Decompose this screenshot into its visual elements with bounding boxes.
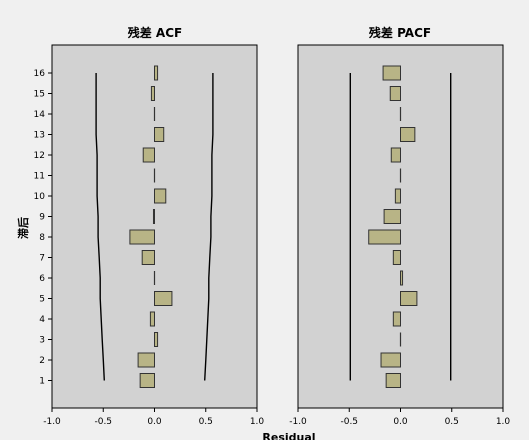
y-tick-label: 15 [34, 90, 45, 100]
bar [150, 86, 156, 101]
bar [390, 147, 401, 163]
bar [142, 147, 156, 163]
x-tick-label: 1.0 [496, 417, 511, 427]
x-tick-label: 0.0 [393, 417, 408, 427]
bar [392, 311, 402, 327]
x-tick-label: -0.5 [340, 417, 358, 427]
y-tick-label: 2 [39, 356, 45, 366]
upper-confidence-line [204, 73, 214, 381]
bar [385, 373, 401, 388]
x-tick-label: 0.5 [199, 417, 213, 427]
bar [154, 291, 173, 306]
x-axis-title: Residual [262, 431, 315, 440]
bar [154, 65, 159, 81]
bar [394, 188, 401, 204]
bar [400, 270, 404, 286]
bar [400, 291, 418, 306]
acf-panel-title: 残差 ACF [128, 25, 182, 40]
bar [368, 229, 402, 245]
plot-area [51, 44, 258, 409]
x-tick-label: 1.0 [250, 417, 265, 427]
bar [152, 209, 156, 224]
y-tick-label: 12 [34, 151, 45, 161]
y-tick-label: 9 [39, 213, 45, 223]
bar [400, 127, 416, 142]
y-tick-label: 5 [39, 295, 45, 305]
bar [383, 209, 402, 224]
pacf-panel-title: 残差 PACF [369, 25, 431, 40]
bar [392, 250, 402, 265]
y-tick-label: 13 [34, 131, 45, 141]
bar [154, 332, 159, 347]
y-tick-label: 10 [34, 192, 46, 202]
y-tick-label: 4 [39, 315, 45, 325]
bar [141, 250, 155, 265]
bar [139, 373, 155, 388]
y-tick-label: 3 [39, 336, 45, 346]
x-tick-label: -1.0 [289, 417, 307, 427]
y-tick-label: 8 [39, 233, 45, 243]
bar [154, 127, 165, 142]
y-tick-label: 6 [39, 274, 45, 284]
bar [382, 65, 402, 81]
lower-confidence-line [95, 73, 105, 381]
y-tick-label: 11 [34, 172, 45, 182]
bar [380, 352, 401, 368]
y-tick-label: 1 [39, 377, 45, 387]
plot-area [297, 44, 504, 409]
y-axis-title: 滞后 [16, 217, 30, 239]
x-tick-label: -0.5 [94, 417, 112, 427]
bar [154, 188, 167, 204]
pacf-panel: 残差 PACF -1.0 -0.5 0.0 0.5 1.0 [289, 25, 510, 427]
bar [149, 311, 155, 327]
x-tick-label: -1.0 [43, 417, 61, 427]
y-tick-label: 7 [39, 254, 45, 264]
y-tick-label: 16 [34, 69, 46, 79]
x-tick-label: 0.5 [445, 417, 459, 427]
x-tick-label: 0.0 [147, 417, 162, 427]
bar [137, 352, 156, 368]
bar [129, 229, 155, 245]
bar [389, 86, 401, 101]
y-tick-label: 14 [34, 110, 46, 120]
